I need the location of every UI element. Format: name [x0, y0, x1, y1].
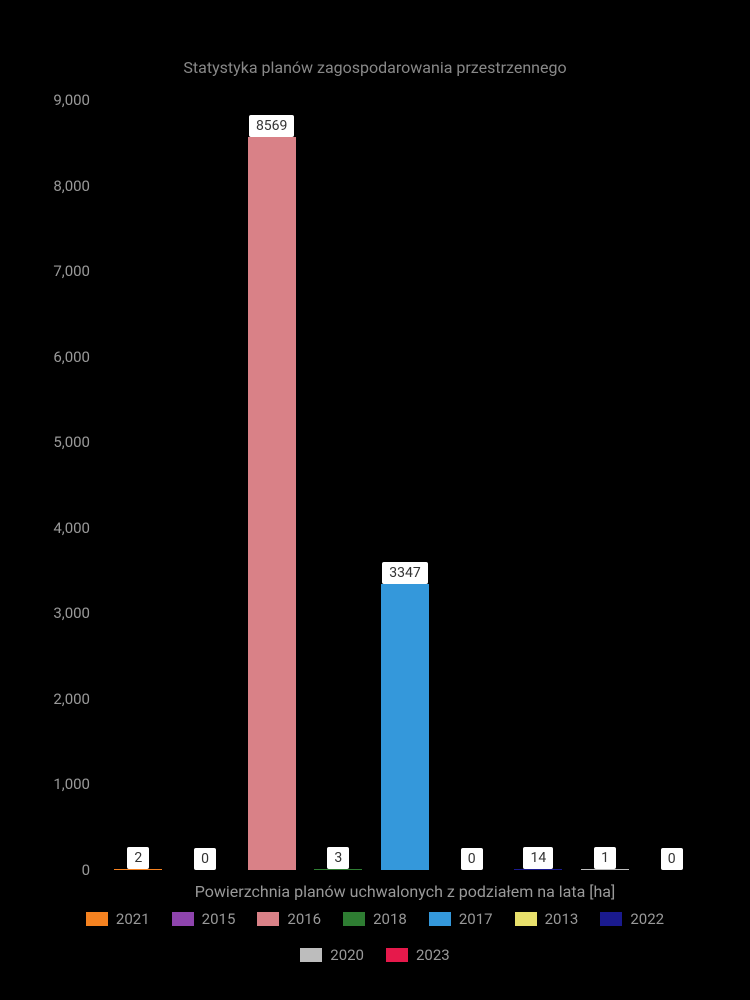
y-tick: 7,000 — [35, 262, 90, 280]
bar-value-label: 3347 — [382, 562, 427, 584]
legend-swatch — [86, 912, 108, 926]
bar — [248, 137, 296, 870]
legend-label: 2022 — [630, 910, 664, 928]
bar-value-label: 3 — [327, 847, 349, 869]
legend-label: 2017 — [459, 910, 493, 928]
legend-item: 2022 — [600, 910, 664, 928]
legend-item: 2020 — [300, 946, 364, 964]
bar-wrap: 3347 — [372, 100, 439, 870]
bar-value-label: 14 — [523, 847, 553, 869]
y-tick: 3,000 — [35, 604, 90, 622]
bar-wrap: 14 — [505, 100, 572, 870]
bar-value-label: 2 — [127, 847, 149, 869]
bar-wrap: 0 — [172, 100, 239, 870]
legend-item: 2013 — [515, 910, 579, 928]
bar-value-label: 0 — [461, 848, 483, 870]
legend-swatch — [300, 948, 322, 962]
legend-swatch — [515, 912, 537, 926]
legend-item: 2021 — [86, 910, 150, 928]
y-tick: 0 — [35, 861, 90, 879]
bar — [581, 869, 629, 870]
legend-item: 2023 — [386, 946, 450, 964]
legend-item: 2015 — [172, 910, 236, 928]
bar-wrap: 8569 — [238, 100, 305, 870]
y-axis: 01,0002,0003,0004,0005,0006,0007,0008,00… — [35, 100, 90, 870]
bar-value-label: 0 — [661, 848, 683, 870]
y-tick: 6,000 — [35, 348, 90, 366]
bars-group: 2 0 8569 3 3347 0 14 1 0 — [95, 100, 715, 870]
chart-container: Statystyka planów zagospodarowania przes… — [0, 0, 750, 1000]
legend-swatch — [257, 912, 279, 926]
y-tick: 9,000 — [35, 91, 90, 109]
legend-label: 2018 — [373, 910, 407, 928]
legend-swatch — [172, 912, 194, 926]
bar-wrap: 2 — [105, 100, 172, 870]
chart-title: Statystyka planów zagospodarowania przes… — [0, 58, 750, 77]
legend-swatch — [343, 912, 365, 926]
legend-item: 2016 — [257, 910, 321, 928]
legend-item: 2018 — [343, 910, 407, 928]
bar-value-label: 8569 — [249, 115, 294, 137]
legend-swatch — [386, 948, 408, 962]
bar — [514, 869, 562, 870]
bar-wrap: 1 — [572, 100, 639, 870]
legend-label: 2015 — [202, 910, 236, 928]
legend-label: 2021 — [116, 910, 150, 928]
bar-wrap: 0 — [438, 100, 505, 870]
legend-swatch — [429, 912, 451, 926]
bar — [114, 869, 162, 870]
legend-item: 2017 — [429, 910, 493, 928]
legend-label: 2020 — [330, 946, 364, 964]
legend-swatch — [600, 912, 622, 926]
y-tick: 8,000 — [35, 177, 90, 195]
y-tick: 1,000 — [35, 775, 90, 793]
bar — [314, 869, 362, 870]
legend-label: 2016 — [287, 910, 321, 928]
bar-wrap: 3 — [305, 100, 372, 870]
plot-area: 2 0 8569 3 3347 0 14 1 0 — [95, 100, 715, 870]
bar-value-label: 1 — [594, 847, 616, 869]
legend-label: 2013 — [545, 910, 579, 928]
bar-wrap: 0 — [638, 100, 705, 870]
x-axis-label: Powierzchnia planów uchwalonych z podzia… — [95, 882, 715, 901]
legend: 2021 2015 2016 2018 2017 2013 2022 2020 2023 — [0, 910, 750, 964]
bar — [381, 584, 429, 870]
bar-value-label: 0 — [194, 848, 216, 870]
legend-label: 2023 — [416, 946, 450, 964]
y-tick: 5,000 — [35, 433, 90, 451]
y-tick: 2,000 — [35, 690, 90, 708]
y-tick: 4,000 — [35, 519, 90, 537]
